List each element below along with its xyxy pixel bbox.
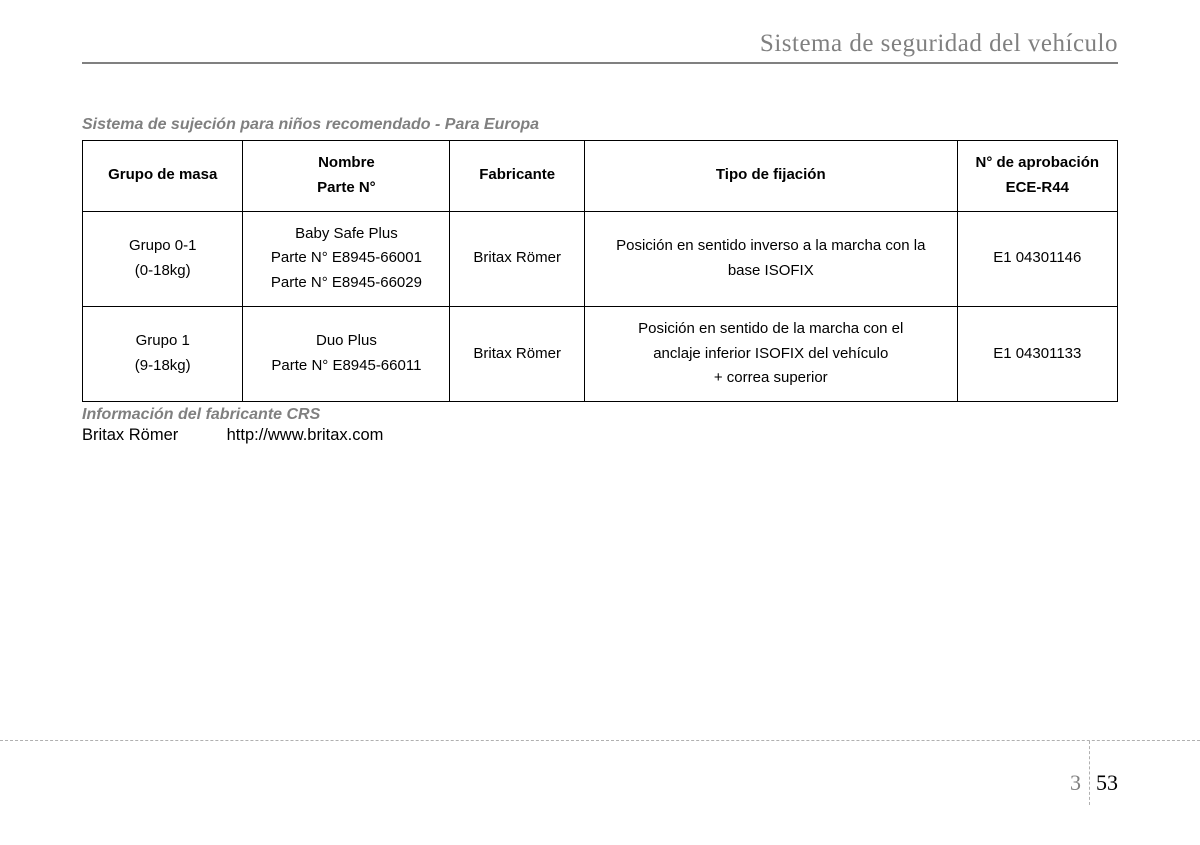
footer-divider [1089, 741, 1090, 805]
cell-mass-l1: Grupo 0-1 [129, 237, 197, 254]
crs-table: Grupo de masa Nombre Parte N° Fabricante… [82, 140, 1118, 402]
cell-mass-l2: (9-18kg) [135, 357, 191, 374]
cell-fixation-l2: anclaje inferior ISOFIX del vehículo [653, 345, 888, 362]
cell-name-l2: Parte N° E8945-66011 [271, 357, 421, 374]
col-header-name: Nombre Parte N° [243, 141, 450, 212]
cell-name: Baby Safe Plus Parte N° E8945-66001 Part… [243, 211, 450, 306]
cell-fixation-l2: base ISOFIX [728, 262, 814, 279]
cell-name-l1: Duo Plus [316, 332, 377, 349]
cell-approval: E1 04301133 [957, 306, 1117, 401]
col-header-manufacturer: Fabricante [450, 141, 585, 212]
page-container: Sistema de seguridad del vehículo Sistem… [0, 0, 1200, 445]
footer-inner: 3 53 [1070, 751, 1200, 815]
cell-fixation: Posición en sentido de la marcha con el … [584, 306, 957, 401]
page-header: Sistema de seguridad del vehículo [82, 30, 1118, 64]
section-title: Sistema de sujeción para niños recomenda… [82, 116, 1118, 134]
footer-chapter: 3 [1070, 770, 1087, 796]
cell-name: Duo Plus Parte N° E8945-66011 [243, 306, 450, 401]
cell-fixation-l1: Posición en sentido inverso a la marcha … [616, 237, 925, 254]
col-header-approval: N° de aprobación ECE-R44 [957, 141, 1117, 212]
cell-mass: Grupo 0-1 (0-18kg) [83, 211, 243, 306]
col-header-mass: Grupo de masa [83, 141, 243, 212]
cell-fixation-l3: + correa superior [714, 369, 828, 386]
crs-info-line: Britax Römer http://www.britax.com [82, 426, 1118, 445]
cell-manufacturer: Britax Römer [450, 306, 585, 401]
cell-name-l1: Baby Safe Plus [295, 225, 398, 242]
crs-url: http://www.britax.com [227, 426, 384, 444]
cell-name-l3: Parte N° E8945-66029 [271, 274, 422, 291]
cell-fixation: Posición en sentido inverso a la marcha … [584, 211, 957, 306]
page-footer: 3 53 [0, 740, 1200, 815]
table-row: Grupo 0-1 (0-18kg) Baby Safe Plus Parte … [83, 211, 1118, 306]
col-header-name-l1: Nombre [318, 154, 375, 171]
table-header-row: Grupo de masa Nombre Parte N° Fabricante… [83, 141, 1118, 212]
col-header-fixation: Tipo de fijación [584, 141, 957, 212]
crs-manufacturer: Britax Römer [82, 426, 222, 445]
col-header-name-l2: Parte N° [317, 179, 376, 196]
col-header-approval-l2: ECE-R44 [1006, 179, 1069, 196]
cell-mass-l1: Grupo 1 [136, 332, 190, 349]
cell-mass-l2: (0-18kg) [135, 262, 191, 279]
cell-approval: E1 04301146 [957, 211, 1117, 306]
crs-info-title: Información del fabricante CRS [82, 406, 1118, 424]
cell-name-l2: Parte N° E8945-66001 [271, 249, 422, 266]
footer-page: 53 [1092, 770, 1118, 796]
cell-fixation-l1: Posición en sentido de la marcha con el [638, 320, 903, 337]
cell-manufacturer: Britax Römer [450, 211, 585, 306]
page-title: Sistema de seguridad del vehículo [760, 30, 1118, 58]
col-header-approval-l1: N° de aprobación [976, 154, 1100, 171]
table-row: Grupo 1 (9-18kg) Duo Plus Parte N° E8945… [83, 306, 1118, 401]
cell-mass: Grupo 1 (9-18kg) [83, 306, 243, 401]
